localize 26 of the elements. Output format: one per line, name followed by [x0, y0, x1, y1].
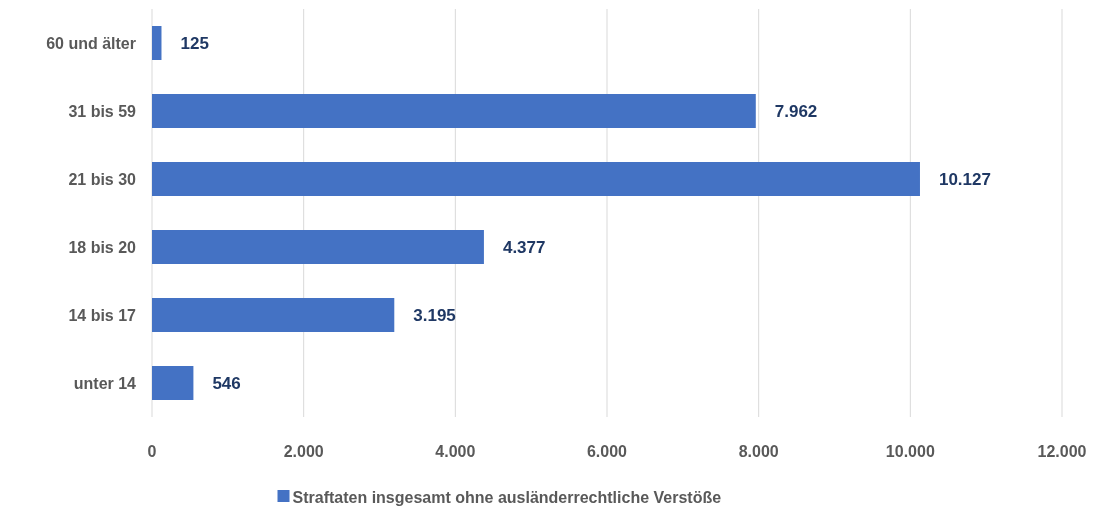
x-tick-label: 4.000 — [435, 442, 476, 460]
bar — [152, 366, 194, 400]
bar — [152, 162, 920, 196]
x-tick-label: 6.000 — [586, 442, 628, 460]
data-label: 7.962 — [774, 101, 818, 121]
y-tick-label: 60 und älter — [46, 34, 136, 52]
data-label: 3.195 — [413, 305, 456, 325]
y-tick-label: 18 bis 20 — [68, 238, 137, 256]
x-tick-label: 12.000 — [1037, 442, 1087, 460]
bar — [152, 26, 162, 60]
x-tick-label: 8.000 — [738, 442, 779, 460]
bar — [152, 298, 395, 332]
y-tick-label: 21 bis 30 — [68, 170, 137, 188]
data-label: 10.127 — [938, 169, 991, 189]
x-tick-label: 10.000 — [885, 442, 935, 460]
legend-label: Straftaten insgesamt ohne ausländerrechtliche Verstöße — [292, 488, 722, 506]
data-label: 125 — [180, 33, 209, 53]
y-tick-label: 14 bis 17 — [68, 306, 137, 324]
bar — [152, 94, 756, 128]
x-tick-label: 0 — [147, 442, 157, 460]
data-label: 546 — [212, 373, 241, 393]
data-label: 4.377 — [502, 237, 546, 257]
y-tick-label: unter 14 — [73, 374, 137, 392]
x-tick-label: 2.000 — [283, 442, 324, 460]
y-tick-label: 31 bis 59 — [68, 102, 137, 120]
bar — [152, 230, 484, 264]
